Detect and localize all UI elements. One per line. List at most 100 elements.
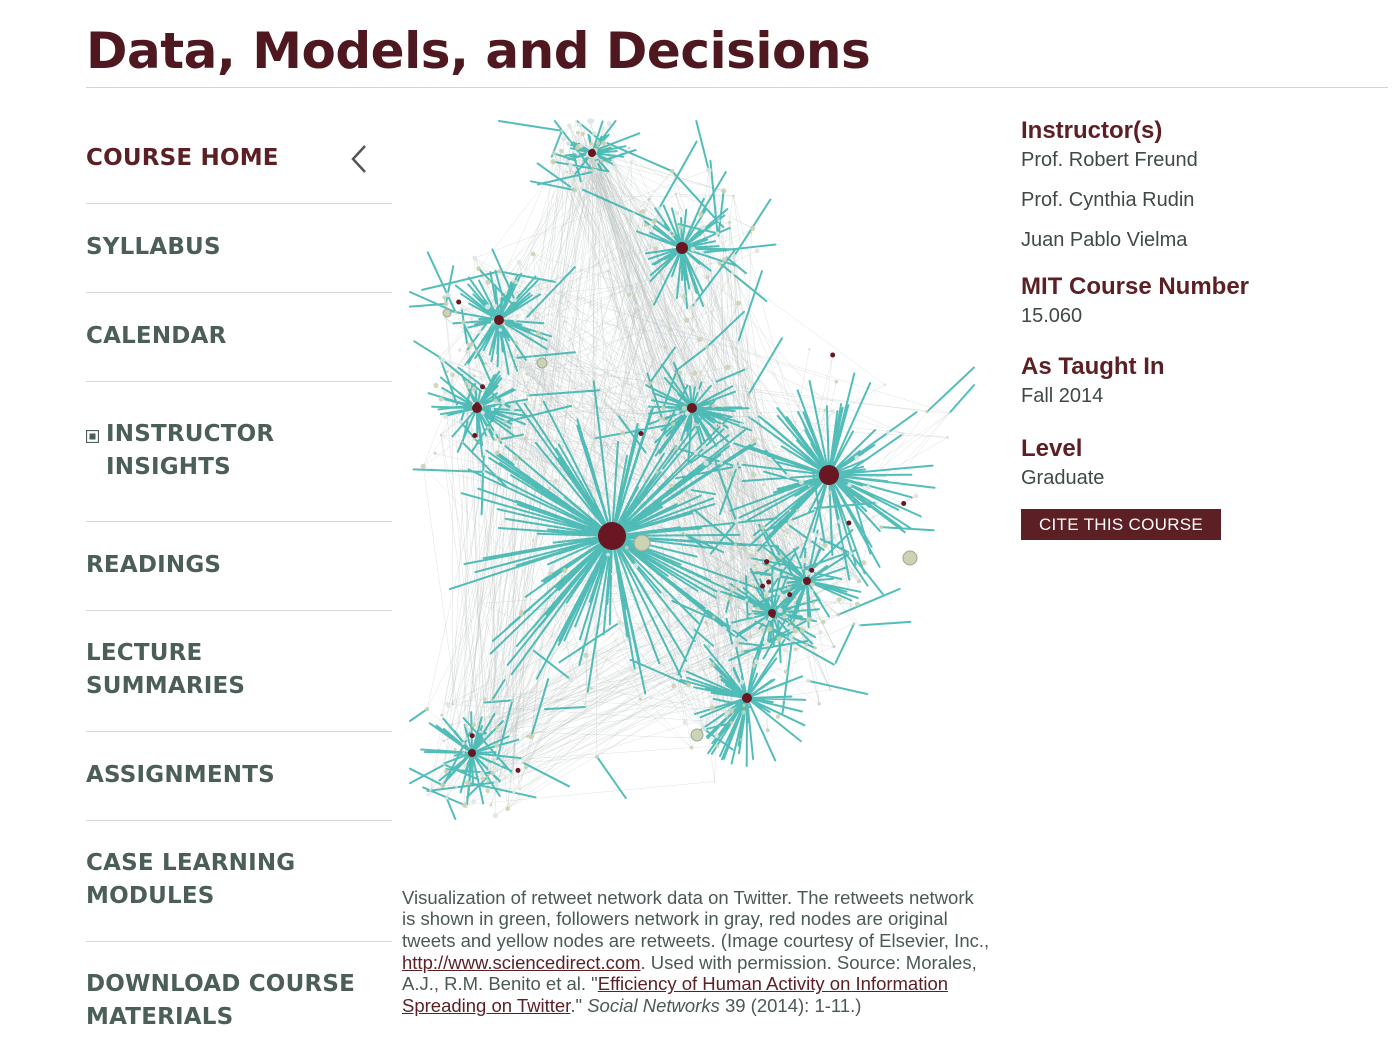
retweet-node bbox=[485, 279, 491, 285]
cite-this-course-button[interactable]: CITE THIS COURSE bbox=[1021, 509, 1221, 540]
retweet-node bbox=[589, 141, 594, 147]
retweet-node bbox=[495, 725, 500, 730]
retweet-node bbox=[494, 743, 499, 748]
retweet-node bbox=[795, 509, 799, 513]
retweet-network-visualization bbox=[409, 118, 975, 820]
retweet-node bbox=[560, 129, 564, 133]
retweet-node bbox=[705, 275, 710, 279]
retweet-node bbox=[776, 618, 780, 621]
retweet-node bbox=[739, 738, 743, 742]
article-link[interactable]: Efficiency of Human Activity on Informat… bbox=[402, 973, 949, 1017]
retweet-node bbox=[760, 525, 766, 530]
nav-item-readings[interactable]: READINGS bbox=[86, 522, 392, 611]
retweet-node bbox=[814, 533, 819, 538]
retweet-node bbox=[728, 708, 734, 714]
retweet-node bbox=[482, 734, 487, 738]
retweet-node bbox=[661, 344, 664, 347]
retweet-node bbox=[438, 356, 441, 359]
plus-square-icon[interactable] bbox=[86, 430, 99, 443]
nav-item-case-learning-modules[interactable]: CASE LEARNING MODULES bbox=[86, 821, 392, 942]
retweet-node bbox=[629, 667, 632, 670]
retweet-node bbox=[734, 543, 737, 547]
retweet-node bbox=[785, 615, 789, 619]
retweet-node bbox=[471, 722, 477, 728]
retweet-node bbox=[471, 799, 476, 804]
retweet-node bbox=[472, 255, 478, 261]
nav-item-syllabus[interactable]: SYLLABUS bbox=[86, 204, 392, 293]
retweet-node bbox=[661, 406, 666, 411]
caption-text: Visualization of retweet network data on… bbox=[402, 886, 990, 951]
retweet-node bbox=[766, 545, 770, 549]
retweet-node bbox=[913, 493, 919, 499]
retweet-node bbox=[524, 765, 529, 770]
retweet-node bbox=[524, 316, 528, 320]
sciencedirect-link[interactable]: http://www.sciencedirect.com bbox=[402, 951, 641, 973]
retweet-node bbox=[883, 383, 887, 387]
retweet-node bbox=[711, 403, 716, 408]
title-divider bbox=[86, 87, 1388, 88]
retweet-node bbox=[947, 411, 951, 415]
nav-item-assignments[interactable]: ASSIGNMENTS bbox=[86, 732, 392, 821]
chevron-left-icon[interactable] bbox=[348, 143, 370, 175]
page-title: Data, Models, and Decisions bbox=[86, 22, 871, 80]
retweet-node bbox=[647, 197, 651, 201]
retweet-node bbox=[439, 434, 443, 437]
nav-item-calendar[interactable]: CALENDAR bbox=[86, 293, 392, 382]
retweet-node bbox=[783, 548, 787, 552]
retweet-node bbox=[440, 713, 444, 717]
retweet-node bbox=[514, 279, 517, 283]
retweet-node bbox=[804, 643, 808, 647]
retweet-node bbox=[775, 573, 780, 579]
retweet-node bbox=[610, 572, 614, 576]
retweet-node bbox=[486, 776, 489, 779]
retweet-node bbox=[745, 619, 751, 625]
retweet-node bbox=[651, 292, 656, 296]
retweet-node bbox=[617, 408, 621, 412]
retweet-node bbox=[509, 406, 515, 412]
retweet-node bbox=[513, 455, 519, 461]
retweet-node bbox=[885, 430, 890, 435]
retweet-node bbox=[486, 426, 490, 430]
retweet-node bbox=[788, 625, 794, 631]
retweet-node bbox=[445, 292, 451, 298]
nav-item-instructor-insights[interactable]: INSTRUCTOR INSIGHTS bbox=[86, 382, 392, 522]
retweet-node bbox=[806, 678, 811, 683]
retweet-node bbox=[490, 407, 495, 411]
retweet-node bbox=[589, 686, 593, 690]
retweet-node bbox=[643, 223, 648, 227]
retweet-node bbox=[705, 344, 709, 349]
retweet-node bbox=[575, 119, 578, 123]
retweet-node bbox=[695, 388, 700, 393]
retweet-node bbox=[648, 224, 653, 230]
retweet-node bbox=[828, 490, 833, 495]
retweet-node bbox=[681, 405, 687, 411]
course-image bbox=[402, 113, 982, 853]
retweet-node bbox=[808, 484, 811, 488]
retweet-node bbox=[847, 482, 852, 488]
retweet-node bbox=[627, 146, 631, 150]
retweet-node bbox=[754, 627, 759, 633]
retweet-node bbox=[492, 758, 496, 761]
retweet-node bbox=[512, 297, 517, 303]
retweet-node bbox=[810, 589, 814, 593]
original-tweet-node bbox=[456, 299, 462, 305]
retweet-node bbox=[612, 162, 616, 166]
retweet-node bbox=[429, 789, 432, 792]
nav-item-course-home[interactable]: COURSE HOME bbox=[86, 115, 392, 204]
nav-item-download-course-materials[interactable]: DOWNLOAD COURSE MATERIALS bbox=[86, 942, 392, 1052]
taught-in-heading: As Taught In bbox=[1021, 353, 1165, 380]
retweet-node bbox=[501, 295, 504, 298]
retweet-node bbox=[521, 761, 524, 764]
retweet-node bbox=[442, 739, 445, 743]
original-tweet-node bbox=[515, 767, 521, 773]
nav-item-lecture-summaries[interactable]: LECTURE SUMMARIES bbox=[86, 611, 392, 732]
retweet-node bbox=[671, 422, 675, 426]
retweet-node bbox=[742, 562, 747, 566]
retweet-node bbox=[559, 148, 564, 154]
retweet-node bbox=[837, 519, 843, 524]
original-tweet-node bbox=[770, 613, 776, 618]
retweet-node bbox=[759, 412, 762, 415]
retweet-node bbox=[794, 647, 798, 651]
retweet-node bbox=[571, 151, 575, 154]
retweet-node bbox=[442, 295, 447, 300]
